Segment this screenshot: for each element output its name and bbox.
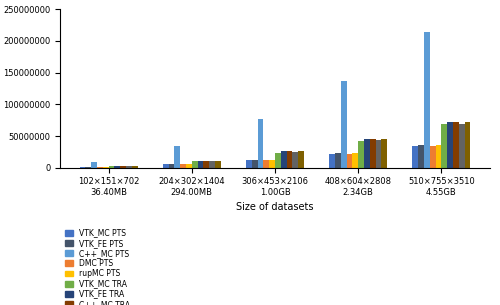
Bar [132,166,138,168]
Bar [108,166,114,168]
Bar [376,140,382,168]
Bar [114,166,120,168]
Bar [103,167,108,168]
X-axis label: Size of datasets: Size of datasets [236,203,314,212]
Bar [120,166,126,168]
Bar [340,81,346,168]
Bar [162,164,168,168]
Bar [346,154,352,168]
Legend: VTK_MC PTS, VTK_FE PTS, C++_MC PTS, DMC PTS, rupMC PTS, VTK_MC TRA, VTK_FE TRA, : VTK_MC PTS, VTK_FE PTS, C++_MC PTS, DMC … [64,227,132,305]
Bar [364,139,370,168]
Bar [424,32,430,168]
Bar [258,119,264,168]
Bar [358,141,364,168]
Bar [246,160,252,168]
Bar [275,152,281,168]
Bar [204,160,210,168]
Bar [292,152,298,168]
Bar [91,162,97,168]
Bar [329,154,335,168]
Bar [198,160,203,168]
Bar [453,123,459,168]
Bar [464,122,470,168]
Bar [459,124,464,168]
Bar [264,160,269,168]
Bar [447,122,453,168]
Bar [210,161,215,168]
Bar [269,160,275,168]
Bar [86,167,91,168]
Bar [335,153,340,168]
Bar [281,152,286,168]
Bar [412,146,418,168]
Bar [352,153,358,168]
Bar [180,164,186,168]
Bar [382,139,388,168]
Bar [126,166,132,168]
Bar [97,167,103,168]
Bar [215,160,221,168]
Bar [168,164,174,168]
Bar [430,146,436,168]
Bar [418,145,424,168]
Bar [252,160,258,168]
Bar [174,146,180,168]
Bar [436,145,442,168]
Bar [298,152,304,168]
Bar [442,124,447,168]
Bar [370,139,376,168]
Bar [286,152,292,168]
Bar [192,161,198,168]
Bar [80,167,86,168]
Bar [186,164,192,168]
